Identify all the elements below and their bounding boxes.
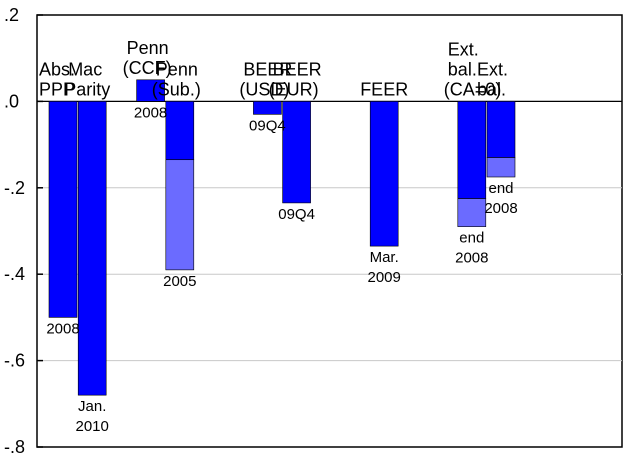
bar-8-name-label: (CA=0) <box>444 79 502 99</box>
bar-4-date-label: 2005 <box>163 273 196 290</box>
bar-9-name-label: Ext. <box>477 59 508 79</box>
bar-3-segment-1 <box>136 79 165 102</box>
bar-9-segment-1 <box>486 101 516 158</box>
y-tick-label: -.4 <box>4 264 25 284</box>
bar-4-segment-2 <box>165 159 195 271</box>
bars-layer <box>48 79 516 396</box>
bar-7-name-label: FEER <box>360 79 408 99</box>
bar-1-name-label: Abs. <box>39 59 75 79</box>
bar-8-date-label: 2008 <box>455 250 488 267</box>
bar-9-date-label: end <box>488 180 513 197</box>
y-tick-label: .2 <box>4 5 19 25</box>
bar-7-date-label: 2009 <box>368 269 401 286</box>
bar-6-name-label: BEER <box>273 59 322 79</box>
bar-1-name-label: PPP <box>39 79 75 99</box>
bar-1-date-label: 2008 <box>46 320 79 337</box>
bar-8-segment-2 <box>457 198 487 227</box>
bar-4-name-label: Penn <box>156 59 198 79</box>
y-tick-label: -.6 <box>4 351 25 371</box>
bar-6-date-label: 09Q4 <box>278 206 315 223</box>
plot-frame <box>36 14 623 448</box>
bar-2-date-label: 2010 <box>76 418 109 435</box>
bar-8-name-label: bal. <box>448 59 477 79</box>
bar-1-segment-1 <box>48 101 78 318</box>
gridlines <box>36 14 623 448</box>
bar-7-date-label: Mar. <box>370 249 399 266</box>
bar-9-name-label: bal. <box>477 79 506 99</box>
y-tick-label: -.8 <box>4 437 25 457</box>
bar-9-segment-2 <box>486 157 516 178</box>
bar-4-segment-1 <box>165 101 195 161</box>
bar-3-name-label: Penn <box>127 38 169 58</box>
bar-8-date-label: end <box>459 230 484 247</box>
bar-9-date-label: 2008 <box>484 200 517 217</box>
bar-5-name-label: (USD) <box>239 79 289 99</box>
bar-5-date-label: 09Q4 <box>249 117 286 134</box>
y-tick-label: .0 <box>4 91 19 111</box>
bar-5-segment-1 <box>253 101 282 115</box>
bar-5-name-label: BEER <box>243 59 292 79</box>
bar-2-date-label: Jan. <box>78 398 106 415</box>
bar-7-segment-1 <box>369 101 399 247</box>
bar-3-name-label: (CCF) <box>123 58 172 78</box>
bar-4-name-label: (Sub.) <box>152 79 201 99</box>
bar-3-date-label: 2008 <box>134 104 167 121</box>
y-tick-label: -.2 <box>4 178 25 198</box>
bar-6-segment-1 <box>282 101 311 204</box>
bar-8-name-label: Ext. <box>448 39 479 59</box>
bar-6-name-label: (EUR) <box>269 79 319 99</box>
bar-2-segment-1 <box>77 101 107 396</box>
bar-8-segment-1 <box>457 101 487 199</box>
bar-2-name-label: Parity <box>64 79 110 99</box>
bar-2-name-label: Mac <box>68 59 102 79</box>
y-axis: .2 .0 -.2 -.4 -.6 -.8 <box>4 5 43 457</box>
